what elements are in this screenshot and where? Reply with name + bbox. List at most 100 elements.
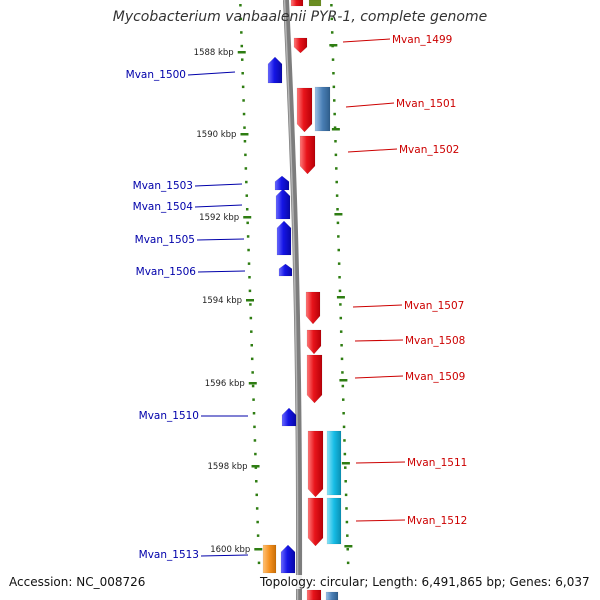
ruler-minor-tick bbox=[255, 480, 258, 483]
ruler-major-tick bbox=[329, 44, 338, 47]
ruler-minor-tick bbox=[239, 17, 243, 21]
ruler-minor-tick bbox=[340, 344, 343, 347]
ruler-minor-tick bbox=[250, 330, 253, 333]
ruler-minor-tick bbox=[240, 31, 243, 34]
ruler-minor-tick bbox=[248, 276, 251, 279]
ruler-minor-tick bbox=[245, 194, 249, 197]
gene-glyph-reverse bbox=[281, 407, 297, 427]
ruler-minor-tick bbox=[337, 248, 340, 252]
map-title: Mycobacterium vanbaalenii PYR-1, complet… bbox=[112, 9, 488, 25]
ruler-major-tick bbox=[341, 462, 350, 465]
genome-backbone bbox=[283, 0, 303, 600]
ruler-major-tick bbox=[336, 296, 345, 299]
ruler-minor-tick bbox=[253, 425, 256, 429]
gene-leader-line bbox=[355, 519, 406, 522]
gene-leader-line bbox=[345, 102, 395, 108]
ruler-minor-tick bbox=[339, 303, 342, 306]
gene-leader-line bbox=[354, 375, 404, 379]
gene-label-forward[interactable]: Mvan_1502 bbox=[399, 144, 459, 156]
gene-leader-line bbox=[355, 461, 406, 464]
gene-label-reverse[interactable]: Mvan_1503 bbox=[133, 180, 193, 192]
gene-glyph-forward bbox=[307, 430, 324, 498]
ruler-minor-tick bbox=[255, 507, 259, 510]
ruler-major-tick bbox=[240, 133, 249, 136]
gene-glyph-forward bbox=[306, 354, 323, 404]
ruler-minor-tick bbox=[256, 520, 259, 524]
gene-glyph-forward bbox=[306, 589, 322, 600]
ruler-minor-tick bbox=[247, 262, 251, 265]
ruler-minor-tick bbox=[253, 439, 257, 442]
feature-glyph-olive bbox=[308, 0, 322, 7]
gene-labels: Mvan_1499 Mvan_1501 Mvan_1502 Mvan_1507 Mvan… bbox=[126, 34, 468, 561]
gene-label-forward[interactable]: Mvan_1507 bbox=[404, 300, 464, 312]
ruler-minor-tick bbox=[331, 58, 335, 61]
ruler-minor-tick bbox=[246, 235, 250, 238]
gene-leader-line bbox=[187, 71, 236, 76]
ruler-minor-tick bbox=[338, 289, 342, 293]
gene-glyph-reverse bbox=[276, 220, 292, 256]
feature-glyph-cyan bbox=[326, 497, 342, 545]
ruler-minor-tick bbox=[346, 534, 349, 537]
ruler-minor-tick bbox=[336, 221, 340, 225]
ruler-minor-tick bbox=[330, 17, 334, 21]
gene-label-forward[interactable]: Mvan_1508 bbox=[405, 335, 465, 347]
gene-leader-line bbox=[197, 270, 246, 273]
ruler-minor-tick bbox=[244, 153, 247, 157]
ruler-ticks-left: 1588 kbp 1590 kbp 1592 kbp 1594 kbp 1596 kbp… bbox=[194, 4, 263, 565]
gene-label-reverse[interactable]: Mvan_1513 bbox=[139, 549, 199, 561]
ruler-tick-label: 1594 kbp bbox=[202, 296, 242, 306]
ruler-minor-tick bbox=[240, 58, 244, 61]
ruler-minor-tick bbox=[334, 140, 337, 143]
gene-label-reverse[interactable]: Mvan_1504 bbox=[133, 201, 194, 213]
ruler-minor-tick bbox=[335, 167, 338, 170]
ruler-minor-tick bbox=[340, 357, 344, 361]
gene-leader-line bbox=[354, 339, 404, 342]
ruler-minor-tick bbox=[342, 412, 345, 415]
ruler-minor-tick bbox=[344, 493, 348, 497]
ruler-minor-tick bbox=[339, 330, 343, 333]
ruler-minor-tick bbox=[244, 167, 248, 170]
gene-label-forward[interactable]: Mvan_1499 bbox=[392, 34, 452, 46]
feature-glyph-steelblue bbox=[314, 86, 331, 132]
ruler-tick-label: 1590 kbp bbox=[196, 130, 236, 140]
gene-label-reverse[interactable]: Mvan_1506 bbox=[136, 266, 197, 278]
ruler-minor-tick bbox=[252, 412, 256, 415]
ruler-minor-tick bbox=[252, 398, 255, 401]
gene-label-forward[interactable]: Mvan_1512 bbox=[407, 515, 467, 527]
gene-label-reverse[interactable]: Mvan_1510 bbox=[139, 410, 199, 422]
gene-glyph-forward bbox=[306, 329, 322, 355]
gene-label-forward[interactable]: Mvan_1501 bbox=[396, 98, 456, 110]
ruler-minor-tick bbox=[343, 452, 347, 456]
ruler-tick-label: 1592 kbp bbox=[199, 213, 239, 223]
ruler-minor-tick bbox=[241, 85, 245, 89]
gene-label-forward[interactable]: Mvan_1509 bbox=[405, 371, 465, 383]
ruler-tick-label: 1596 kbp bbox=[205, 379, 245, 389]
ruler-minor-tick bbox=[344, 466, 347, 469]
ruler-minor-tick bbox=[337, 262, 341, 265]
ruler-major-tick bbox=[246, 299, 254, 302]
ruler-major-tick bbox=[248, 382, 257, 385]
ruler-minor-tick bbox=[341, 398, 345, 401]
ruler-minor-tick bbox=[243, 126, 246, 129]
ruler-minor-tick bbox=[254, 452, 257, 456]
ruler-minor-tick bbox=[242, 99, 245, 102]
gene-label-reverse[interactable]: Mvan_1505 bbox=[135, 234, 195, 246]
gene-label-forward[interactable]: Mvan_1511 bbox=[407, 457, 467, 469]
gene-leader-line bbox=[194, 204, 243, 208]
ruler-minor-tick bbox=[249, 303, 252, 306]
ruler-minor-tick bbox=[251, 371, 254, 374]
ruler-minor-tick bbox=[344, 480, 347, 483]
ruler-minor-tick bbox=[332, 85, 336, 89]
ruler-tick-label: 1600 kbp bbox=[210, 545, 250, 555]
ruler-minor-tick bbox=[250, 344, 253, 347]
ruler-minor-tick bbox=[339, 316, 343, 320]
ruler-minor-tick bbox=[338, 276, 341, 279]
ruler-minor-tick bbox=[249, 316, 253, 320]
gene-glyph-reverse bbox=[267, 56, 283, 84]
gene-glyph-reverse bbox=[274, 175, 290, 191]
ruler-minor-tick bbox=[245, 208, 249, 211]
gene-leader-line bbox=[200, 554, 249, 557]
gene-label-reverse[interactable]: Mvan_1500 bbox=[126, 69, 186, 81]
ruler-major-tick bbox=[251, 465, 260, 468]
ruler-minor-tick bbox=[346, 548, 349, 551]
